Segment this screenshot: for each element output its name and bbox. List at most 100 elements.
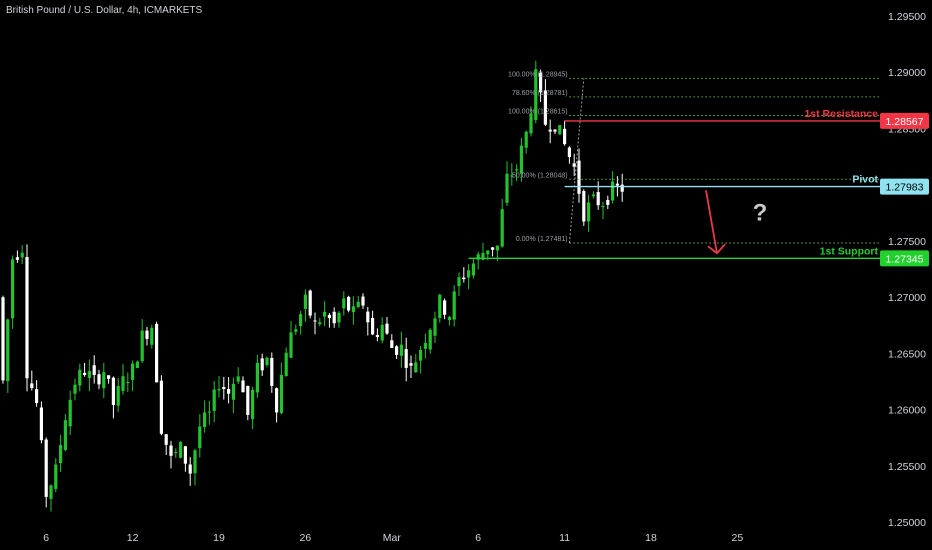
candle-body[interactable] (529, 113, 533, 134)
candle-body[interactable] (54, 464, 58, 489)
candle-body[interactable] (332, 311, 336, 324)
candle-body[interactable] (519, 145, 523, 174)
candle-body[interactable] (126, 382, 130, 384)
candle-body[interactable] (111, 377, 115, 405)
candle-body[interactable] (222, 387, 226, 390)
candle-body[interactable] (443, 300, 447, 315)
candle-body[interactable] (428, 329, 432, 350)
candle-body[interactable] (1, 297, 5, 381)
candle-body[interactable] (275, 388, 279, 413)
candle-body[interactable] (279, 374, 283, 414)
candle-body[interactable] (462, 277, 466, 280)
candle-body[interactable] (380, 324, 384, 341)
candle-body[interactable] (265, 357, 269, 366)
candle-body[interactable] (558, 125, 562, 135)
candle-body[interactable] (491, 247, 495, 250)
candle-body[interactable] (241, 380, 245, 393)
candle-body[interactable] (438, 294, 442, 318)
candle-body[interactable] (217, 389, 221, 391)
candle-body[interactable] (92, 365, 96, 375)
candle-body[interactable] (68, 399, 72, 427)
candle-body[interactable] (409, 363, 413, 366)
candle-body[interactable] (140, 330, 144, 362)
candle-body[interactable] (399, 344, 403, 356)
candle-body[interactable] (356, 301, 360, 308)
candle-body[interactable] (231, 383, 235, 400)
candle-body[interactable] (548, 129, 552, 132)
candle-body[interactable] (25, 257, 29, 379)
candle-body[interactable] (337, 312, 341, 323)
candle-body[interactable] (351, 306, 355, 313)
candle-body[interactable] (515, 169, 519, 171)
candle-body[interactable] (572, 163, 576, 167)
candle-body[interactable] (481, 252, 485, 260)
candle-body[interactable] (452, 291, 456, 320)
candle-body[interactable] (63, 420, 67, 450)
candle-body[interactable] (327, 314, 331, 319)
candle-body[interactable] (20, 252, 24, 258)
candle-body[interactable] (155, 323, 159, 383)
candle-body[interactable] (543, 90, 547, 125)
candle-body[interactable] (553, 129, 557, 132)
candle-body[interactable] (289, 332, 293, 358)
candle-body[interactable] (534, 69, 538, 121)
candle-body[interactable] (361, 296, 365, 306)
candle-body[interactable] (567, 147, 571, 158)
candle-body[interactable] (270, 357, 274, 386)
candle-body[interactable] (169, 445, 173, 456)
candle-body[interactable] (375, 334, 379, 338)
candle-body[interactable] (615, 183, 619, 186)
candle-body[interactable] (284, 352, 288, 377)
candle-body[interactable] (563, 128, 567, 145)
candle-body[interactable] (251, 389, 255, 420)
candle-body[interactable] (471, 263, 475, 276)
candle-body[interactable] (419, 350, 423, 361)
candle-body[interactable] (495, 245, 499, 251)
candle-body[interactable] (150, 327, 154, 345)
candle-body[interactable] (486, 250, 490, 255)
candle-body[interactable] (236, 376, 240, 382)
candle-body[interactable] (145, 330, 149, 339)
candle-body[interactable] (30, 383, 34, 389)
candle-body[interactable] (308, 290, 312, 316)
candle-body[interactable] (611, 181, 615, 201)
candle-body[interactable] (596, 192, 600, 206)
candle-body[interactable] (318, 322, 322, 325)
candle-body[interactable] (433, 318, 437, 336)
candle-body[interactable] (193, 450, 197, 474)
candle-body[interactable] (414, 362, 418, 373)
candle-body[interactable] (116, 385, 120, 406)
candle-body[interactable] (39, 407, 43, 441)
candle-body[interactable] (73, 384, 77, 394)
candle-body[interactable] (135, 361, 139, 369)
candle-body[interactable] (15, 257, 19, 260)
candle-body[interactable] (188, 464, 192, 474)
candle-body[interactable] (385, 323, 389, 334)
candle-body[interactable] (131, 363, 135, 380)
candle-body[interactable] (591, 194, 595, 197)
candle-body[interactable] (174, 452, 178, 454)
candle-body[interactable] (227, 388, 231, 394)
candle-body[interactable] (179, 442, 183, 458)
candle-body[interactable] (294, 329, 298, 332)
candle-body[interactable] (255, 362, 259, 393)
candle-body[interactable] (467, 270, 471, 278)
candle-body[interactable] (313, 320, 317, 322)
candle-body[interactable] (390, 340, 394, 348)
candle-body[interactable] (447, 317, 451, 320)
candle-body[interactable] (198, 426, 202, 449)
candle-body[interactable] (6, 319, 10, 382)
candle-body[interactable] (577, 160, 581, 194)
candle-body[interactable] (371, 318, 375, 335)
candle-body[interactable] (323, 311, 327, 317)
candle-body[interactable] (366, 311, 370, 323)
candle-body[interactable] (49, 485, 53, 499)
candle-body[interactable] (476, 254, 480, 260)
candle-body[interactable] (78, 369, 82, 386)
candle-body[interactable] (606, 199, 610, 205)
candle-body[interactable] (505, 173, 509, 203)
candle-body[interactable] (35, 389, 39, 404)
candle-body[interactable] (510, 175, 514, 177)
candle-body[interactable] (404, 349, 408, 368)
